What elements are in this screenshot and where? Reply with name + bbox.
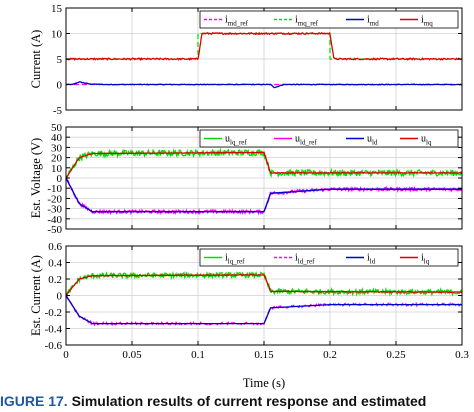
x-tick-label: 0.3 — [455, 349, 469, 361]
x-tick-label: 0.25 — [386, 349, 406, 361]
y-tick-label: -30 — [47, 204, 62, 216]
y-tick-label: 0 — [57, 173, 63, 185]
x-tick-label: 0.2 — [323, 349, 337, 361]
legend-label: uld — [367, 134, 378, 147]
legend-label: imd_ref — [225, 15, 249, 28]
legend-label: imq_ref — [295, 15, 319, 28]
legend-label: ulq — [421, 134, 432, 147]
legend: imd_ref imq_ref imd imq — [199, 10, 459, 29]
legend-label: ulq_ref — [225, 134, 247, 147]
legend-entry: ilq_ref — [204, 253, 245, 266]
series-line-i_md — [66, 81, 462, 89]
legend-box — [199, 248, 459, 267]
y-tick-label: -0.6 — [45, 340, 63, 352]
legend-label: ilq_ref — [225, 253, 245, 266]
legend-box — [199, 129, 459, 148]
legend-label: uld_ref — [295, 134, 317, 147]
y-tick-label: 20 — [51, 153, 63, 165]
legend-entry: uld_ref — [274, 134, 317, 147]
chart-panel-3: -0.6 -0.4 -0.2 0 0.2 0.4 0.6 0 0.05 0.1 0.15 0.2 0.2… — [29, 241, 469, 361]
y-axis-label: Current (A) — [29, 30, 43, 89]
y-tick-label: 0 — [57, 80, 63, 92]
caption-text: Simulation results of current response a… — [71, 393, 427, 409]
y-tick-label: -0.2 — [45, 307, 62, 319]
x-tick-label: 0.1 — [191, 349, 205, 361]
legend-label: ild_ref — [295, 253, 315, 266]
x-axis-label: Time (s) — [243, 376, 285, 390]
legend-label: imq — [421, 15, 433, 28]
legend-entry: ild_ref — [274, 253, 315, 266]
legend-entry: imq_ref — [274, 15, 319, 28]
series-line-u_lq — [66, 151, 462, 179]
x-tick-label: 0.05 — [122, 349, 142, 361]
legend: ilq_ref ild_ref ild ilq — [199, 248, 459, 267]
y-tick-label: 10 — [51, 163, 63, 175]
y-tick-label: -5 — [53, 105, 63, 117]
legend-label: ild — [367, 253, 376, 266]
y-tick-label: 50 — [51, 122, 63, 134]
figure-caption: IGURE 17. Simulation results of current … — [0, 393, 474, 412]
legend-entry: ilq — [400, 253, 430, 266]
y-tick-label: 0.6 — [48, 241, 62, 253]
y-tick-label: -40 — [47, 214, 62, 226]
y-tick-label: 0 — [57, 291, 63, 303]
series-line-i_ld — [66, 295, 462, 325]
legend-entry: ulq — [400, 134, 432, 147]
chart-panel-1: -5 0 5 10 15 Current (A) imd_ref imq_ref imd imq — [29, 3, 463, 117]
figure-label: IGURE 17. — [0, 393, 68, 409]
series-line-i_lq — [66, 273, 462, 297]
y-tick-label: 30 — [51, 142, 63, 154]
legend-entry: imq — [400, 15, 433, 28]
y-tick-label: -10 — [47, 183, 62, 195]
legend-label: imd — [367, 15, 379, 28]
y-axis-label: Est. Current (A) — [29, 255, 43, 336]
legend-entry: imd — [346, 15, 379, 28]
y-tick-label: -50 — [47, 224, 62, 236]
legend-entry: imd_ref — [204, 15, 249, 28]
legend-entry: uld — [346, 134, 378, 147]
legend-label: ilq — [421, 253, 430, 266]
x-tick-label: 0.15 — [254, 349, 274, 361]
series-line-i_mq — [66, 31, 462, 62]
y-tick-label: -0.4 — [45, 324, 63, 336]
x-tick-label: 0 — [63, 349, 69, 361]
y-tick-label: 5 — [57, 54, 63, 66]
y-tick-label: 40 — [51, 132, 63, 144]
legend-box — [199, 10, 459, 29]
y-axis-label: Est. Voltage (V) — [29, 138, 43, 218]
y-tick-label: -20 — [47, 193, 62, 205]
legend: ulq_ref uld_ref uld ulq — [199, 129, 459, 148]
y-tick-label: 10 — [51, 29, 63, 41]
y-tick-label: 0.4 — [48, 258, 62, 270]
y-tick-label: 15 — [51, 3, 63, 15]
series-line-u_ld — [66, 177, 462, 213]
legend-entry: ild — [346, 253, 376, 266]
legend-entry: ulq_ref — [204, 134, 247, 147]
y-tick-label: 0.2 — [48, 274, 62, 286]
